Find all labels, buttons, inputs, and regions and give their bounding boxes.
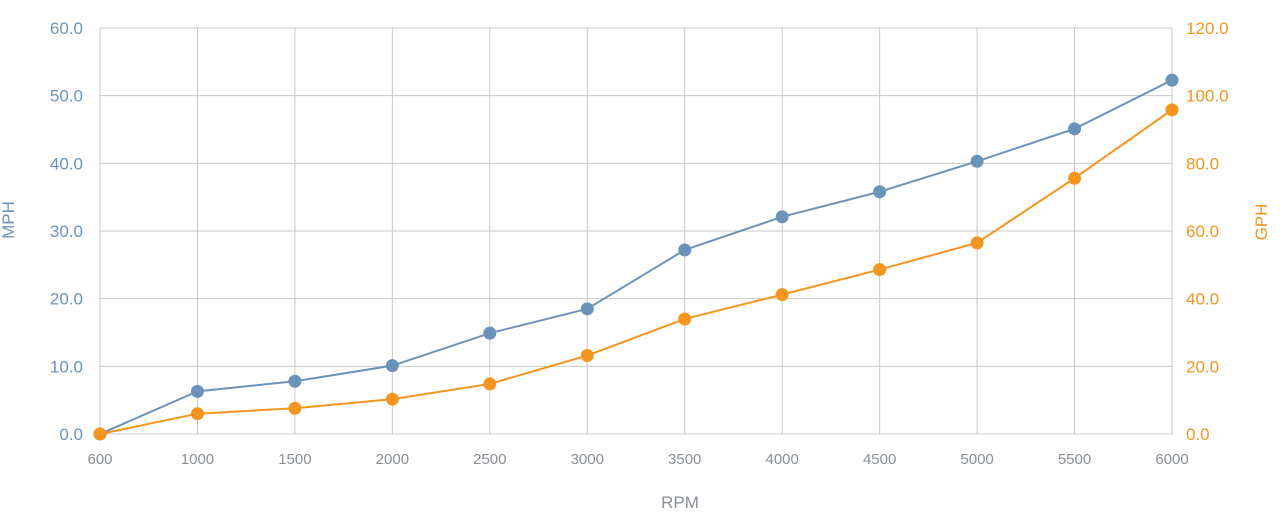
y2-tick-label: 100.0 bbox=[1186, 87, 1229, 106]
data-point-gph bbox=[288, 401, 302, 415]
y2-tick-label: 20.0 bbox=[1186, 357, 1219, 376]
data-point-gph bbox=[385, 392, 399, 406]
data-point-mph bbox=[873, 185, 887, 199]
data-point-mph bbox=[483, 326, 497, 340]
y2-tick-label: 40.0 bbox=[1186, 290, 1219, 309]
y2-tick-label: 80.0 bbox=[1186, 154, 1219, 173]
x-tick-label: 3500 bbox=[668, 451, 701, 468]
data-point-gph bbox=[678, 312, 692, 326]
x-tick-label: 6000 bbox=[1155, 451, 1188, 468]
y2-axis-title: GPH bbox=[1252, 204, 1271, 241]
x-tick-label: 2000 bbox=[376, 451, 409, 468]
data-point-mph bbox=[775, 210, 789, 224]
x-axis-ticks: 600 1000 1500 2000 2500 3000 3500 4000 4500 5000 5… bbox=[87, 451, 1188, 468]
left-axis-ticks: 0.0 10.0 20.0 30.0 40.0 50.0 60.0 bbox=[50, 19, 83, 444]
x-tick-label: 5000 bbox=[960, 451, 993, 468]
series-line-gph bbox=[99, 109, 1173, 435]
data-point-gph bbox=[1068, 171, 1082, 185]
data-point-gph bbox=[190, 407, 204, 421]
y-tick-label: 30.0 bbox=[50, 222, 83, 241]
data-point-mph bbox=[1068, 122, 1082, 136]
x-tick-label: 5500 bbox=[1058, 451, 1091, 468]
y-tick-label: 40.0 bbox=[50, 154, 83, 173]
y2-tick-label: 0.0 bbox=[1186, 425, 1210, 444]
x-tick-label: 3000 bbox=[571, 451, 604, 468]
x-tick-label: 4500 bbox=[863, 451, 896, 468]
x-tick-label: 2500 bbox=[473, 451, 506, 468]
data-point-mph bbox=[288, 374, 302, 388]
data-point-gph bbox=[1165, 103, 1179, 117]
x-tick-label: 4000 bbox=[765, 451, 798, 468]
y-tick-label: 0.0 bbox=[59, 425, 83, 444]
data-point-mph bbox=[1165, 73, 1179, 87]
data-point-mph bbox=[678, 243, 692, 257]
x-tick-label: 1000 bbox=[181, 451, 214, 468]
series-mph bbox=[93, 73, 1179, 441]
data-point-gph bbox=[775, 288, 789, 302]
y-tick-label: 20.0 bbox=[50, 290, 83, 309]
data-point-mph bbox=[580, 302, 594, 316]
data-point-gph bbox=[970, 236, 984, 250]
y-tick-label: 60.0 bbox=[50, 19, 83, 38]
y2-tick-label: 120.0 bbox=[1186, 19, 1229, 38]
x-tick-label: 600 bbox=[87, 451, 112, 468]
x-tick-label: 1500 bbox=[278, 451, 311, 468]
right-axis-ticks: 0.0 20.0 40.0 60.0 80.0 100.0 120.0 bbox=[1186, 19, 1229, 444]
series-line-mph bbox=[99, 79, 1173, 435]
y-tick-label: 10.0 bbox=[50, 357, 83, 376]
data-point-mph bbox=[970, 154, 984, 168]
y-axis-title: MPH bbox=[0, 201, 18, 239]
data-point-gph bbox=[580, 349, 594, 363]
data-point-mph bbox=[385, 359, 399, 373]
x-axis-title: RPM bbox=[661, 493, 699, 512]
series bbox=[93, 73, 1179, 441]
data-point-gph bbox=[873, 263, 887, 277]
data-point-mph bbox=[190, 384, 204, 398]
data-point-gph bbox=[93, 427, 107, 441]
data-point-gph bbox=[483, 377, 497, 391]
series-gph bbox=[93, 103, 1179, 441]
y-tick-label: 50.0 bbox=[50, 87, 83, 106]
grid bbox=[99, 27, 1173, 435]
y2-tick-label: 60.0 bbox=[1186, 222, 1219, 241]
